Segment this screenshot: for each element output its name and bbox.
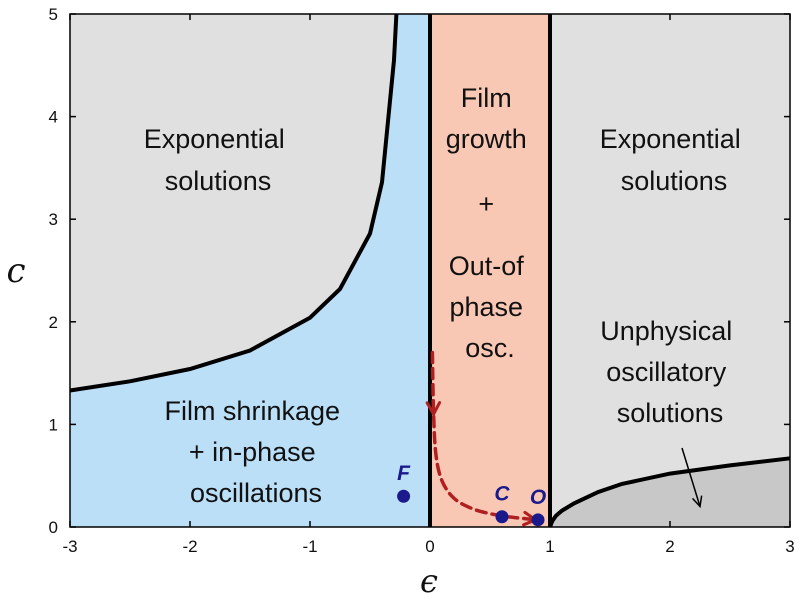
y-tick-label: 5 (49, 5, 58, 24)
y-tick-label: 4 (49, 108, 58, 127)
boundary-right-curve (548, 456, 791, 528)
y-tick-label: 1 (49, 415, 58, 434)
region-middle-salmon (430, 14, 550, 527)
region-left-lower-blue (70, 14, 430, 527)
point-c (495, 510, 509, 524)
region-labels: Exponential solutions Film shrinkage + i… (144, 83, 749, 508)
y-tick-label: 2 (49, 313, 58, 332)
x-axis-label: ϵ (420, 562, 438, 600)
region-label-film-growth: Film growth + Out-of phase osc. (446, 83, 535, 363)
point-label-o: O (530, 486, 546, 509)
y-tick-label: 3 (49, 210, 58, 229)
boundary-left-curve (69, 13, 399, 393)
point-label-c: C (494, 483, 510, 506)
x-tick-label: 3 (785, 537, 794, 556)
axes: -3 -2 -1 0 1 2 3 0 1 2 3 4 5 ϵ c (6, 5, 794, 600)
point-f (397, 489, 411, 503)
trajectory-path (430, 350, 538, 522)
point-label-f: F (397, 462, 411, 485)
boundary-lines (69, 13, 791, 528)
point-o (531, 513, 545, 527)
x-tick-label: 2 (665, 537, 674, 556)
region-label-unphysical: Unphysical oscillatory solutions (600, 316, 740, 428)
x-tick-label: -2 (182, 537, 197, 556)
x-tick-label: 1 (545, 537, 554, 556)
x-tick-label: 0 (425, 537, 434, 556)
region-unphysical-dark-gray (550, 458, 790, 527)
region-label-exp-right: Exponential solutions (600, 124, 749, 196)
x-tick-label: -3 (62, 537, 77, 556)
region-label-exp-left: Exponential solutions (144, 124, 293, 196)
trajectory-arrow-1 (425, 401, 442, 416)
y-axis-label: c (6, 251, 25, 291)
annotation-arrow-head (691, 495, 703, 509)
x-tick-label: -1 (302, 537, 317, 556)
ticks: -3 -2 -1 0 1 2 3 0 1 2 3 4 5 (49, 5, 795, 556)
annotation-arrow-line (681, 447, 701, 507)
y-tick-label: 0 (49, 518, 58, 537)
points: F C O (397, 462, 546, 527)
annotation (681, 447, 703, 509)
region-label-film-shrinkage: Film shrinkage + in-phase oscillations (164, 396, 347, 508)
